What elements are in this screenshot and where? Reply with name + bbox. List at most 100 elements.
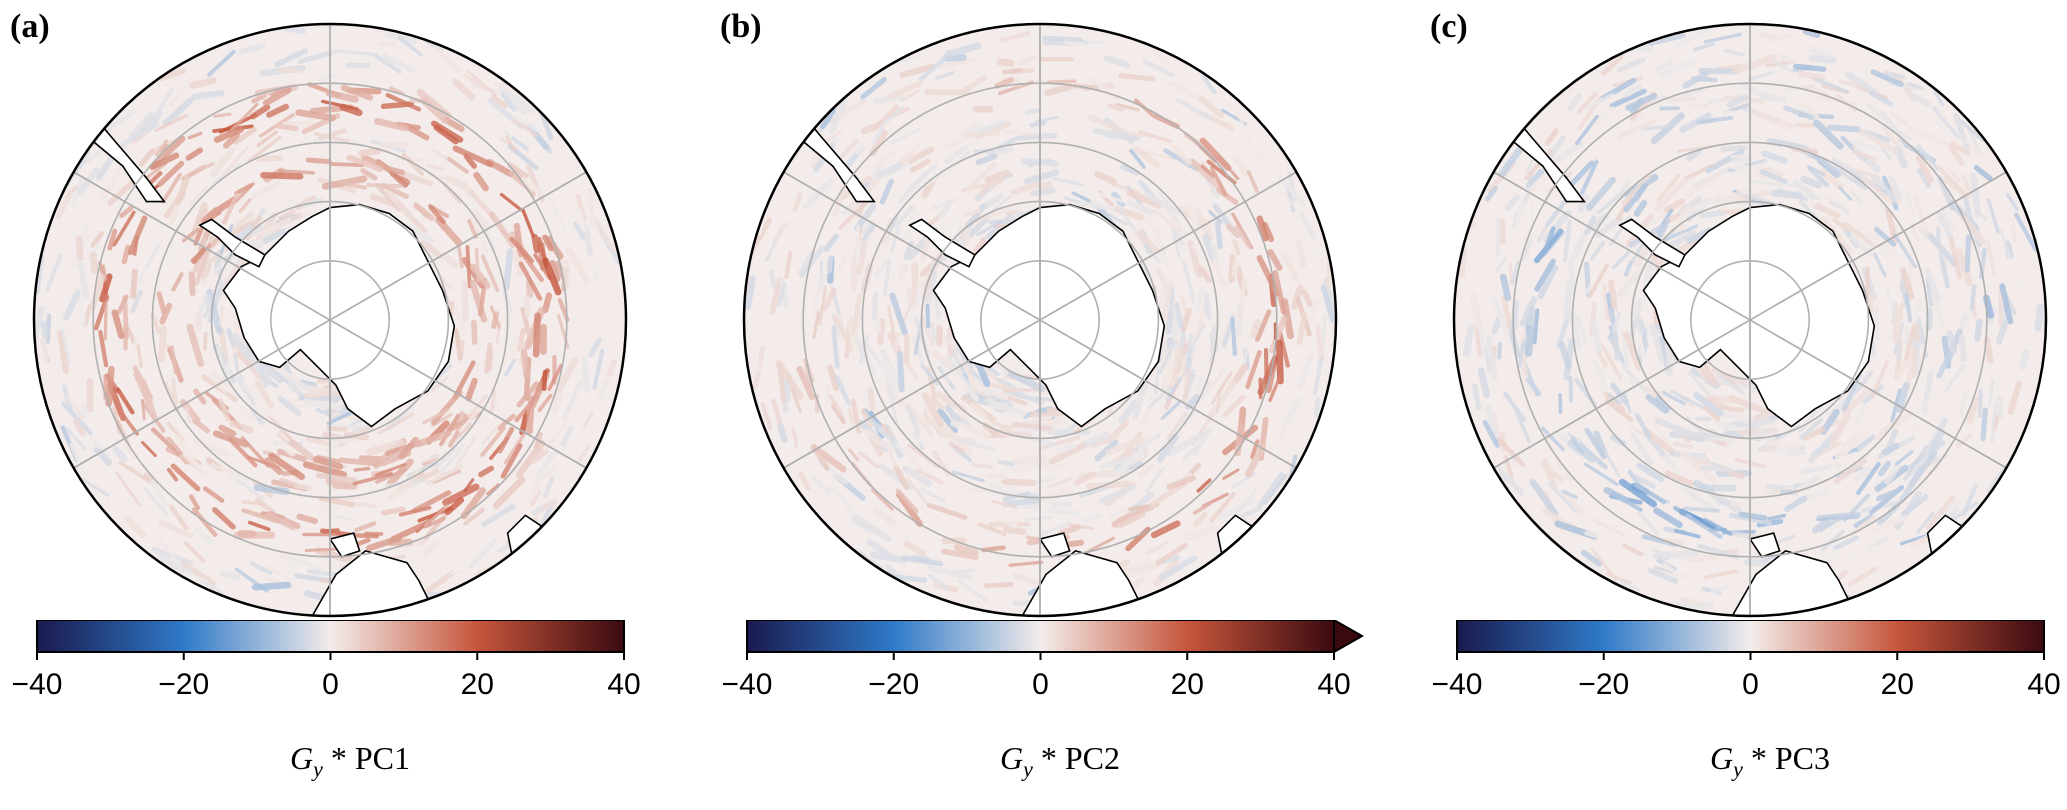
field-eddy [1838, 79, 1858, 88]
tasmania-land [328, 532, 361, 558]
field-eddy [1616, 118, 1658, 140]
field-eddy [439, 275, 453, 291]
field-eddy [189, 452, 215, 471]
field-eddy [157, 325, 168, 363]
field-eddy [1166, 411, 1188, 441]
field-eddy [184, 541, 206, 563]
field-eddy [565, 246, 591, 284]
field-eddy [329, 162, 365, 168]
field-eddy [593, 264, 600, 286]
field-eddy [1222, 468, 1240, 480]
field-eddy [103, 301, 108, 341]
field-eddy [1875, 489, 1898, 502]
field-eddy [1880, 411, 1913, 435]
field-eddy [507, 162, 529, 179]
field-eddy [1738, 511, 1768, 521]
field-eddy [1870, 69, 1904, 87]
field-eddy [1753, 110, 1794, 130]
field-eddy [889, 292, 908, 336]
field-eddy [562, 381, 582, 420]
field-eddy [1132, 376, 1150, 420]
field-eddy [478, 465, 495, 478]
field-eddy [1936, 345, 1956, 379]
field-eddy [542, 292, 553, 314]
field-eddy [1157, 281, 1167, 312]
field-eddy [63, 318, 74, 355]
field-eddy [1729, 154, 1751, 159]
field-eddy [1838, 185, 1853, 201]
field-eddy [744, 275, 756, 310]
field-eddy [1187, 240, 1203, 278]
field-eddy [950, 420, 992, 438]
field-eddy [1610, 382, 1629, 405]
field-eddy [995, 360, 1009, 376]
field-eddy [212, 261, 224, 278]
field-eddy [901, 555, 944, 567]
field-eddy [985, 472, 1008, 481]
field-eddy [340, 84, 374, 101]
field-eddy [471, 319, 478, 345]
field-eddy [942, 53, 967, 62]
field-eddy [1567, 160, 1595, 189]
field-eddy [263, 457, 284, 475]
field-eddy [1658, 58, 1698, 78]
field-eddy [1547, 140, 1584, 169]
field-eddy [428, 205, 446, 225]
field-eddy [944, 145, 969, 164]
field-eddy [253, 403, 278, 419]
field-eddy [1710, 395, 1746, 405]
field-eddy [420, 239, 444, 260]
field-eddy [448, 413, 468, 448]
field-eddy [1298, 211, 1318, 241]
field-eddy [1513, 369, 1536, 397]
field-eddy [1904, 347, 1917, 392]
field-eddy [1558, 341, 1573, 370]
field-eddy [318, 495, 355, 508]
field-eddy [266, 103, 290, 118]
field-eddy [850, 398, 862, 434]
field-eddy [957, 579, 988, 603]
field-eddy [1250, 319, 1262, 339]
field-eddy [1313, 397, 1321, 418]
field-eddy [127, 215, 148, 256]
field-eddy [1708, 490, 1742, 513]
field-eddy [1747, 418, 1776, 427]
field-eddy [274, 48, 309, 68]
field-eddy [187, 131, 203, 140]
field-eddy [1680, 451, 1718, 483]
field-eddy [397, 481, 419, 497]
field-eddy [1616, 180, 1631, 201]
field-eddy [886, 304, 896, 340]
field-eddy [829, 250, 851, 287]
field-eddy [1987, 378, 1995, 406]
field-eddy [1525, 376, 1542, 397]
field-eddy [255, 217, 292, 239]
field-eddy [1606, 572, 1633, 585]
field-eddy [1726, 94, 1749, 108]
field-eddy [1198, 379, 1213, 402]
field-eddy [1315, 324, 1325, 362]
field-eddy [1969, 283, 1977, 311]
field-eddy [1283, 396, 1303, 424]
field-eddy [476, 395, 503, 427]
field-eddy [1904, 191, 1916, 217]
field-eddy [1795, 100, 1820, 120]
field-eddy [593, 218, 617, 253]
field-eddy [1216, 187, 1239, 205]
field-eddy [1888, 174, 1902, 199]
field-eddy [511, 248, 523, 272]
field-eddy [186, 323, 205, 368]
field-eddy [55, 189, 74, 219]
field-eddy [792, 191, 803, 212]
field-eddy [288, 556, 328, 574]
field-eddy [157, 160, 185, 187]
field-eddy [773, 222, 789, 243]
field-eddy [1833, 165, 1868, 190]
field-eddy [141, 441, 157, 458]
field-eddy [1604, 451, 1621, 477]
field-eddy [115, 471, 142, 507]
field-eddy [1987, 198, 2000, 235]
field-eddy [1618, 478, 1658, 508]
field-eddy [544, 419, 569, 452]
field-eddy [938, 202, 952, 219]
